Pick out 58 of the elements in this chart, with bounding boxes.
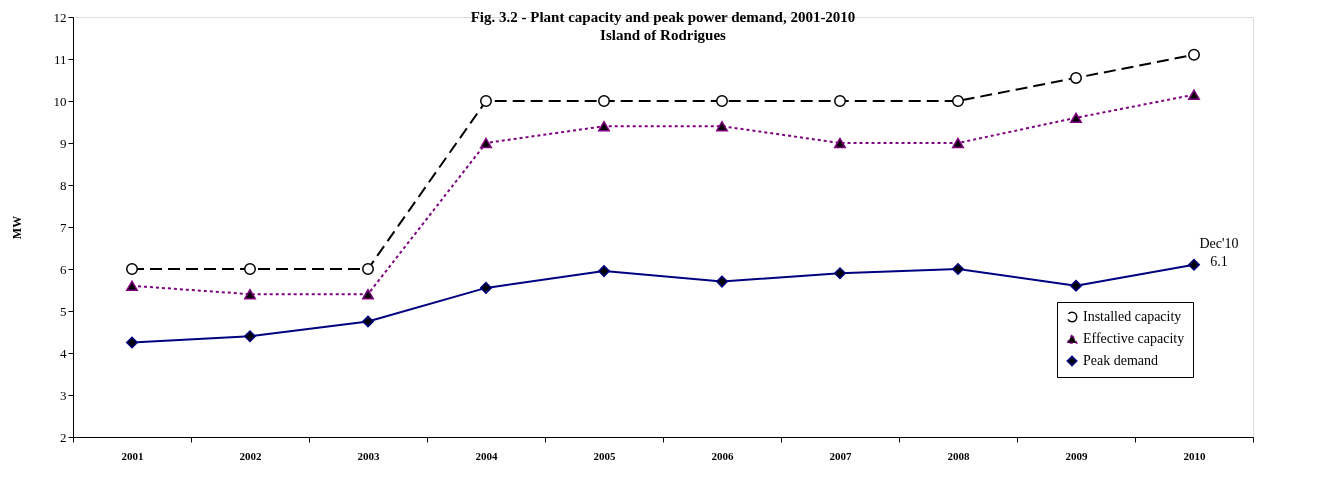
y-tick-label: 4 (60, 345, 67, 361)
point (1070, 112, 1082, 124)
y-axis-title: MW (9, 215, 24, 240)
point (126, 263, 138, 275)
point (598, 120, 610, 132)
legend-label: Installed capacity (1083, 309, 1182, 324)
point (1070, 71, 1082, 84)
x-tick-label: 2001 (121, 449, 144, 462)
point (126, 280, 138, 292)
y-tick-label: 11 (53, 51, 67, 67)
point (1188, 258, 1200, 271)
point (244, 288, 256, 300)
point (716, 95, 728, 107)
y-tick-label: 6 (60, 261, 67, 277)
point (1188, 89, 1200, 100)
x-tick-label: 2004 (475, 449, 498, 462)
y-tick-label: 5 (60, 303, 67, 319)
point (598, 265, 610, 278)
legend-label: Peak demand (1083, 353, 1159, 368)
y-tick-label: 9 (60, 135, 67, 151)
point (480, 137, 492, 149)
point (952, 95, 964, 107)
y-tick-label: 12 (53, 9, 67, 25)
point (480, 95, 492, 107)
annotation: Dec'10 6.1 (1199, 235, 1239, 269)
x-tick-label: 2002 (239, 449, 262, 462)
point (362, 263, 374, 275)
x-tick-label: 2009 (1065, 449, 1088, 462)
point (834, 267, 846, 280)
text: Island of Rodrigues (600, 27, 727, 43)
y-tick-label: 7 (60, 219, 67, 235)
point (952, 263, 964, 275)
point (362, 288, 374, 300)
point (480, 281, 492, 294)
point (1070, 279, 1082, 292)
point (952, 137, 964, 149)
chart-title: Fig. 3.2 - Plant capacity and peak power demand, 2001-2010 (470, 9, 856, 25)
point (1188, 48, 1200, 61)
y-tick-label: 10 (53, 93, 67, 109)
point (244, 263, 256, 275)
x-tick-label: 2010 (1183, 449, 1206, 462)
point (716, 275, 728, 288)
point (834, 137, 846, 149)
y-tick-label: 3 (60, 387, 67, 403)
y-tick-label: 2 (60, 429, 67, 445)
x-tick-label: 2008 (947, 449, 970, 462)
legend-label: Effective capacity (1083, 331, 1185, 346)
x-tick-label: 2007 (829, 449, 852, 462)
x-tick-label: 2006 (711, 449, 734, 462)
point (716, 120, 728, 132)
point (362, 315, 374, 328)
point (598, 95, 610, 107)
point (834, 95, 846, 107)
x-tick-label: 2003 (357, 449, 380, 462)
point (244, 330, 256, 343)
point (126, 336, 138, 349)
y-tick-label: 8 (60, 177, 67, 193)
x-tick-label: 2005 (593, 449, 616, 462)
